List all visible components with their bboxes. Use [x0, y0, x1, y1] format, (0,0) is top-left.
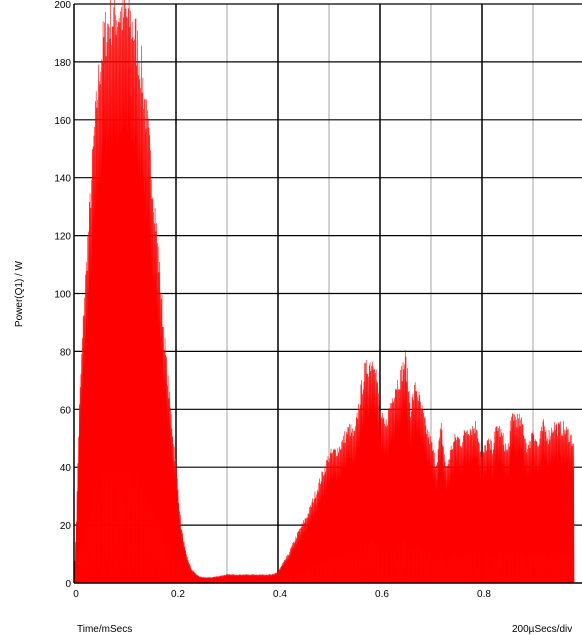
- y-tick-label: 80: [60, 347, 72, 358]
- x-tick-label: 0.4: [273, 589, 287, 600]
- x-tick-labels: 0 0.2 0.4 0.6 0.8: [73, 589, 491, 600]
- y-tick-label: 140: [54, 174, 71, 185]
- x-tick-label: 0.8: [477, 589, 491, 600]
- x-tick-label: 0.2: [171, 589, 185, 600]
- y-tick-label: 200: [54, 0, 71, 11]
- y-tick-label: 40: [60, 463, 72, 474]
- y-tick-label: 100: [54, 290, 71, 301]
- timebase-label: 200µSecs/div: [512, 624, 572, 635]
- x-axis-label: Time/mSecs: [77, 624, 132, 635]
- y-tick-label: 180: [54, 58, 71, 69]
- x-tick-label: 0.6: [375, 589, 389, 600]
- y-tick-labels: 0 20 40 60 80 100 120 140 160 180 200: [54, 0, 71, 590]
- y-tick-label: 0: [65, 579, 71, 590]
- y-tick-label: 160: [54, 116, 71, 127]
- y-tick-label: 60: [60, 405, 72, 416]
- y-tick-label: 20: [60, 521, 72, 532]
- series-power-q1-area: [74, 0, 575, 584]
- y-tick-label: 120: [54, 232, 71, 243]
- x-tick-label: 0: [73, 589, 79, 600]
- y-axis-label: Power(Q1) / W: [14, 260, 25, 327]
